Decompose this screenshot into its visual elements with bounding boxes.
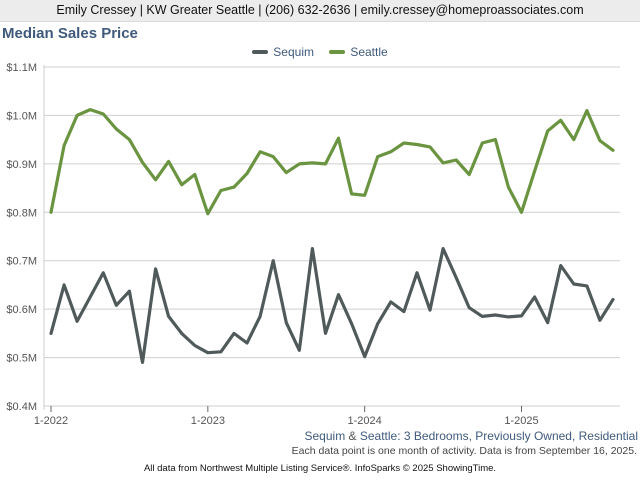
legend-item-seattle[interactable]: Seattle	[329, 45, 388, 59]
y-tick-label: $0.6M	[6, 304, 37, 316]
subtitle-criteria: : 3 Bedrooms, Previously Owned, Resident…	[397, 429, 638, 443]
legend-label-sequim: Sequim	[273, 45, 314, 59]
x-tick-label: 1-2022	[34, 415, 68, 427]
y-tick-label: $0.4M	[6, 401, 37, 413]
subtitle-ampersand: &	[345, 429, 360, 443]
x-tick-label: 1-2025	[504, 415, 538, 427]
footer-attribution: All data from Northwest Multiple Listing…	[143, 463, 497, 474]
y-tick-label: $1.0M	[6, 110, 37, 122]
y-tick-label: $0.7M	[6, 256, 37, 268]
x-tick-label: 1-2023	[191, 415, 225, 427]
subtitle-series-b: Seattle	[359, 429, 398, 443]
y-tick-label: $0.5M	[6, 353, 37, 365]
x-tick-label: 1-2024	[348, 415, 382, 427]
legend-swatch-seattle	[329, 49, 346, 54]
legend-label-seattle: Seattle	[350, 45, 388, 59]
y-tick-label: $1.1M	[6, 62, 37, 74]
subtitle-series-a: Sequim	[304, 429, 346, 443]
contact-header: Emily Cressey | KW Greater Seattle | (20…	[0, 0, 640, 22]
chart-subtitle: Sequim & Seattle: 3 Bedrooms, Previously…	[305, 429, 639, 443]
y-tick-label: $0.9M	[6, 159, 37, 171]
data-note: Each data point is one month of activity…	[291, 445, 637, 457]
legend-item-sequim[interactable]: Sequim	[252, 45, 314, 59]
y-tick-label: $0.8M	[6, 207, 37, 219]
legend-swatch-sequim	[252, 49, 269, 54]
chart-legend: Sequim Seattle	[0, 45, 640, 59]
series-line-sequim	[49, 247, 615, 364]
series-line-seattle	[49, 107, 615, 216]
chart-title: Median Sales Price	[2, 25, 138, 42]
